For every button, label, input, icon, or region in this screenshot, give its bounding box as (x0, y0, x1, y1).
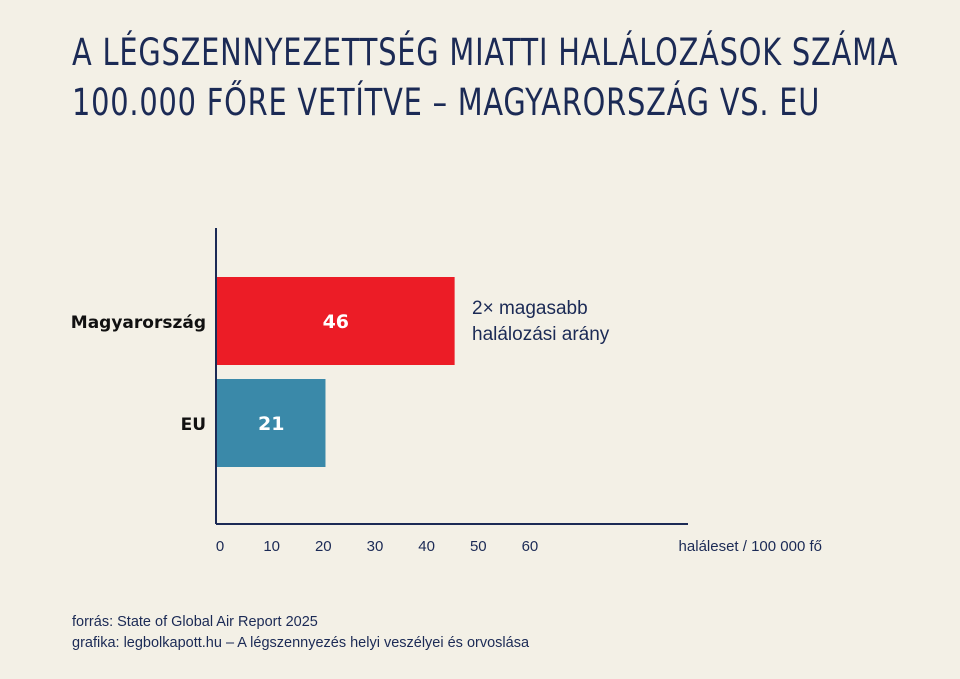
x-tick-label-0: 0 (216, 538, 224, 555)
credit-note: grafika: legbolkapott.hu – A légszennyez… (72, 635, 530, 651)
bar-value-label-0: 46 (323, 311, 349, 333)
x-tick-label-1: 10 (263, 538, 280, 555)
bar-0 (217, 277, 455, 365)
x-tick-label-6: 60 (522, 538, 539, 555)
footer: forrás: State of Global Air Report 2025 … (72, 612, 529, 654)
bar-1 (217, 379, 326, 467)
category-label-1: EU (181, 415, 206, 435)
title-line-1: A légszennyezettség miatti halálozások s… (72, 31, 899, 74)
bar-value-label-1: 21 (258, 413, 284, 435)
x-tick-label-3: 30 (367, 538, 384, 555)
annotation-line-0: 2× magasabb (472, 298, 588, 319)
x-tick-label-5: 50 (470, 538, 487, 555)
category-label-0: Magyarország (71, 313, 206, 333)
chart-title: A légszennyezettség miatti halálozások s… (72, 28, 930, 128)
title-line-2: 100.000 főre vetítve – Magyarország vs. … (72, 81, 821, 124)
x-tick-label-4: 40 (418, 538, 435, 555)
source-note: forrás: State of Global Air Report 2025 (72, 614, 318, 630)
annotation-line-1: halálozási arány (472, 324, 610, 345)
x-tick-label-2: 20 (315, 538, 332, 555)
x-axis-label: haláleset / 100 000 fő (679, 538, 822, 555)
